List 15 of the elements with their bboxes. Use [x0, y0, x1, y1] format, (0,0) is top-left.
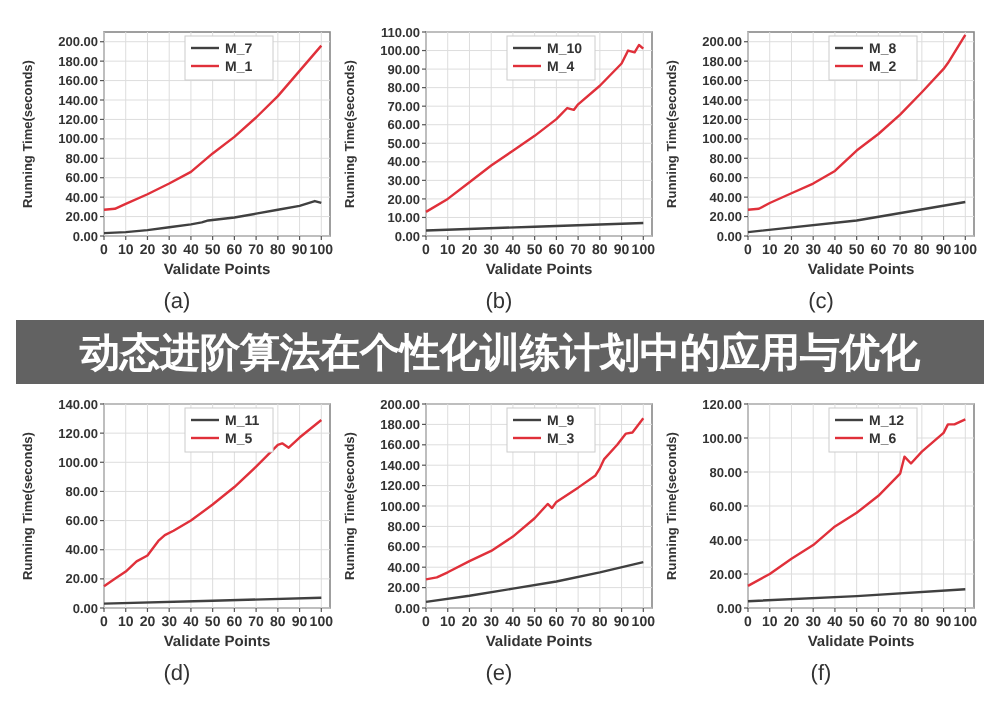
line-series [746, 418, 967, 588]
line-series [424, 560, 645, 604]
line-series [746, 33, 967, 211]
text: (e) [485, 662, 513, 686]
text: 动态进阶算法在个性化训练计划中的应用与优化 [78, 328, 922, 376]
line-series [102, 418, 323, 588]
line-series [102, 199, 323, 235]
text: (c) [808, 290, 834, 314]
line-series [424, 417, 645, 581]
text: (d) [163, 662, 191, 686]
text: (a) [163, 290, 191, 314]
text: (b) [485, 290, 513, 314]
text: (f) [810, 662, 832, 686]
line-series [424, 43, 645, 214]
line-series [102, 44, 323, 211]
